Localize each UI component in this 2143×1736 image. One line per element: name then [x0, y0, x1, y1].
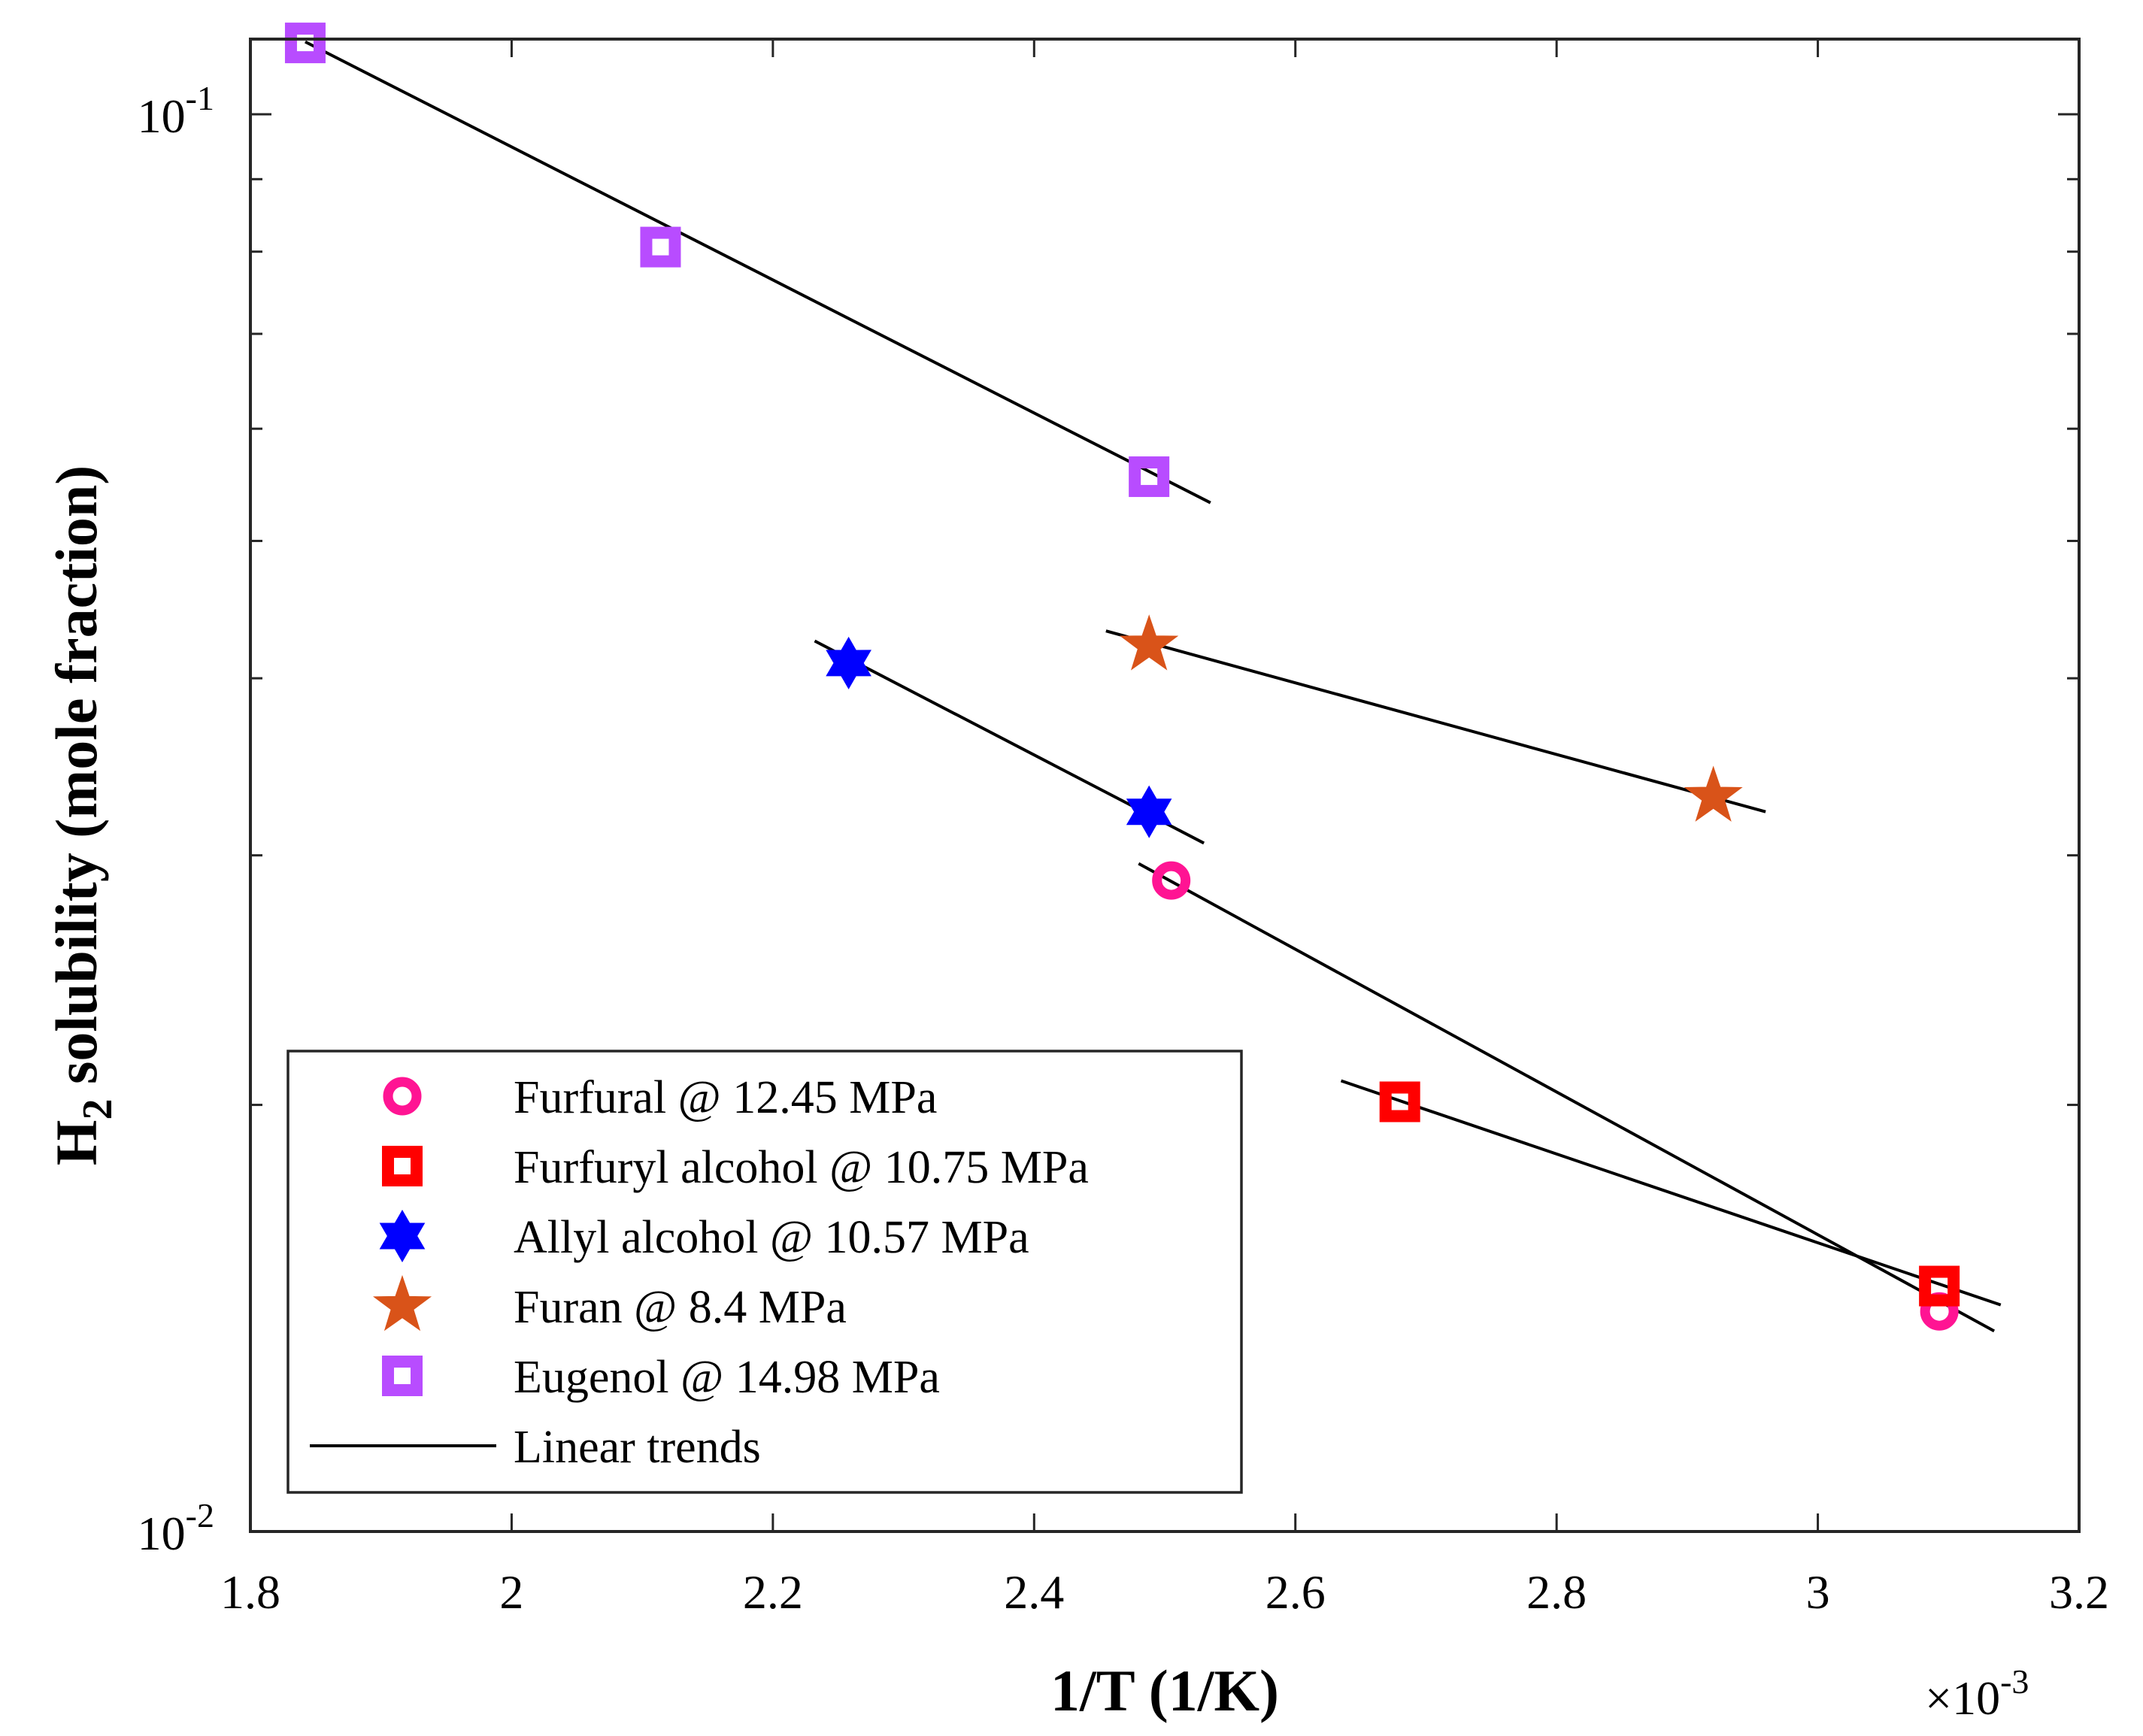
- data-markers: [284, 23, 1960, 1331]
- x-tick-label: 1.8: [220, 1565, 280, 1619]
- legend-entry-label: Furan @ 8.4 MPa: [514, 1282, 847, 1333]
- legend-entry-label: Furfuryl alcohol @ 10.75 MPa: [514, 1142, 1089, 1193]
- x-axis-label: 1/T (1/K): [1050, 1658, 1279, 1723]
- legend-marker: [382, 1356, 423, 1396]
- data-point: [1919, 1265, 1960, 1307]
- legend-marker: [382, 1146, 423, 1186]
- data-point: [1120, 614, 1179, 671]
- legend-entry-label: Eugenol @ 14.98 MPa: [514, 1352, 940, 1403]
- data-point: [1126, 785, 1172, 838]
- data-point: [1129, 456, 1170, 498]
- data-point: [284, 23, 326, 64]
- x-tick-label: 3: [1806, 1565, 1830, 1619]
- data-point: [640, 226, 681, 268]
- legend-entry-label: Linear trends: [514, 1422, 761, 1473]
- x-tick-label: 2.2: [743, 1565, 803, 1619]
- legend-marker: [383, 1077, 422, 1116]
- trend-line: [305, 40, 1211, 504]
- trend-line: [1340, 1079, 2002, 1307]
- legend-entry-label: Furfural @ 12.45 MPa: [514, 1072, 937, 1123]
- y-tick-label: 10-1: [138, 79, 214, 143]
- data-point: [1152, 861, 1191, 900]
- legend: Furfural @ 12.45 MPa Furfuryl alcohol @ 1…: [286, 1050, 1243, 1494]
- data-point: [1379, 1081, 1420, 1122]
- x-tick-label: 2: [499, 1565, 523, 1619]
- legend-entry-label: Allyl alcohol @ 10.57 MPa: [514, 1212, 1029, 1263]
- y-tick-label: 10-2: [138, 1496, 214, 1560]
- x-tick-label: 3.2: [2049, 1565, 2109, 1619]
- trend-line: [1105, 629, 1766, 813]
- x-axis-multiplier: ×10-3: [1925, 1662, 2029, 1725]
- x-tick-label: 2.6: [1265, 1565, 1326, 1619]
- plot-area-frame: [249, 38, 2081, 1533]
- y-axis-label: H2 solubility (mole fraction): [44, 465, 121, 1165]
- legend-marker: [379, 1209, 426, 1263]
- data-point: [826, 636, 871, 689]
- data-point: [1684, 765, 1743, 822]
- legend-marker: [372, 1274, 432, 1332]
- trend-lines: [305, 40, 2002, 1333]
- tick-labels: 1.8 2 2.2 2.4 2.6 2.8 3 3.2 10-1 10-2: [138, 79, 2109, 1619]
- x-tick-label: 2.4: [1004, 1565, 1064, 1619]
- legend-box: [286, 1050, 1243, 1494]
- x-tick-label: 2.8: [1526, 1565, 1587, 1619]
